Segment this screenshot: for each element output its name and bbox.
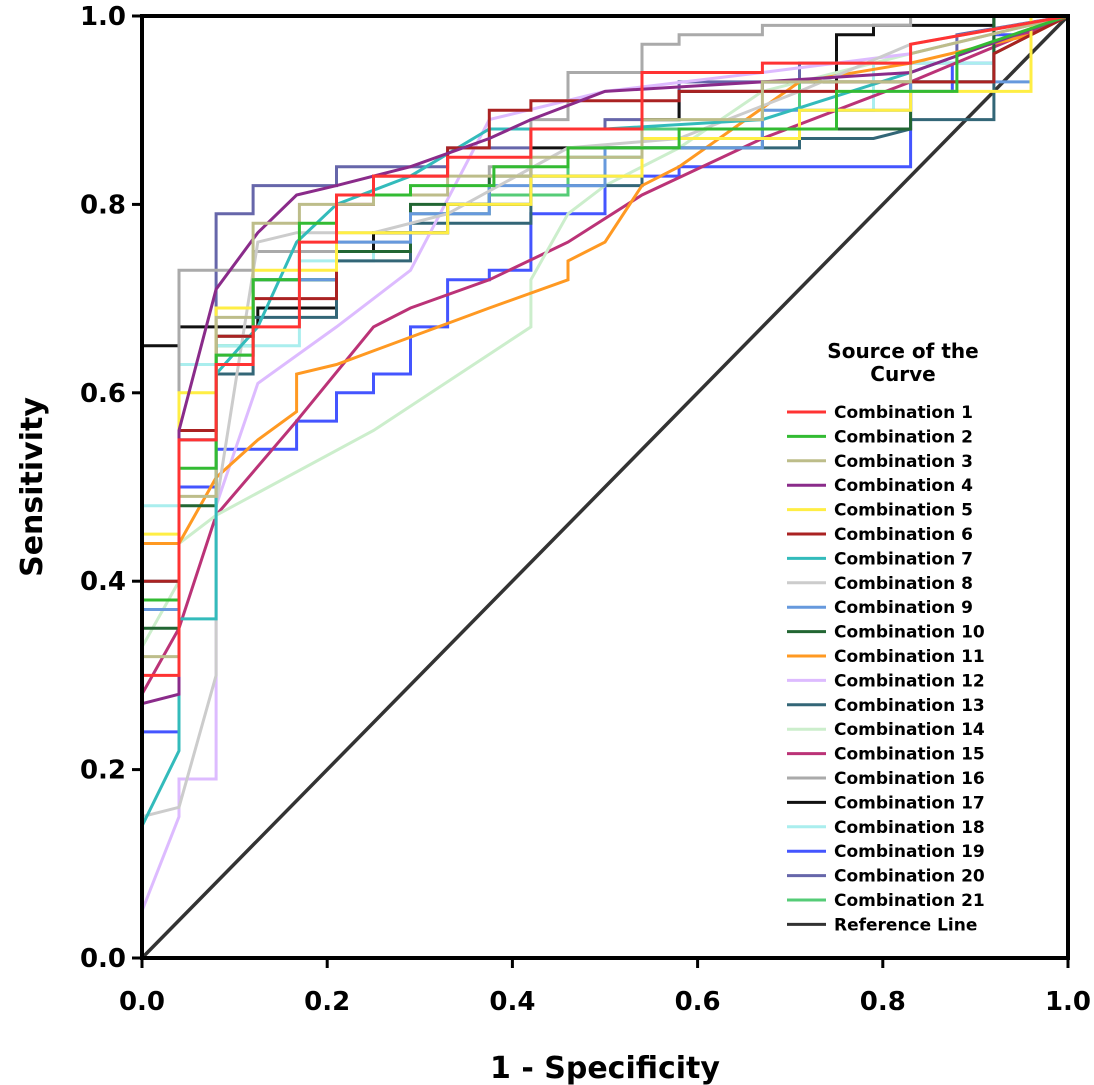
legend-label-combination-1: Combination 1 (834, 403, 973, 423)
y-tick-label-2: 0.4 (80, 567, 126, 597)
legend-label-combination-11: Combination 11 (834, 647, 985, 667)
legend-label-combination-16: Combination 16 (834, 769, 985, 789)
legend-label-combination-7: Combination 7 (834, 549, 973, 569)
plot-frame (140, 14, 1070, 960)
series-line-combination-12 (140, 14, 1069, 958)
legend: Source of the Curve Combination 1 Combina… (787, 339, 985, 935)
legend-label-reference-line: Reference Line (834, 915, 977, 935)
legend-label-combination-20: Combination 20 (834, 867, 985, 887)
legend-label-combination-14: Combination 14 (834, 720, 985, 740)
x-axis-title: 1 - Specificity (490, 1051, 720, 1085)
legend-label-combination-10: Combination 10 (834, 623, 985, 643)
series-line-combination-1 (140, 14, 1069, 958)
legend-label-combination-2: Combination 2 (834, 427, 973, 447)
legend-label-combination-8: Combination 8 (834, 574, 973, 594)
legend-label-combination-21: Combination 21 (834, 891, 985, 911)
legend-title-line2: Curve (870, 362, 935, 386)
x-tick-label-0: 0.0 (119, 987, 165, 1017)
legend-label-combination-4: Combination 4 (834, 476, 973, 496)
y-tick-label-1: 0.2 (80, 756, 126, 786)
x-tick-label-4: 0.8 (860, 987, 906, 1017)
legend-title-line1: Source of the (827, 339, 978, 363)
x-tick-label-5: 1.0 (1045, 987, 1091, 1017)
x-tick-label-3: 0.6 (675, 987, 721, 1017)
legend-label-combination-18: Combination 18 (834, 818, 985, 838)
y-axis-title: Sensitivity (15, 397, 50, 577)
x-tick-label-2: 0.4 (489, 987, 535, 1017)
series-line-combination-2 (140, 14, 1069, 958)
x-tick-label-1: 0.2 (304, 987, 350, 1017)
legend-label-combination-5: Combination 5 (834, 501, 973, 521)
legend-label-combination-6: Combination 6 (834, 525, 973, 545)
ticks-layer: 0.0 0.2 0.4 0.6 0.8 1.0 0.0 0.2 0.4 0.6 0.8 1.0 (80, 2, 1091, 1017)
legend-label-combination-3: Combination 3 (834, 452, 973, 472)
legend-label-combination-12: Combination 12 (834, 671, 985, 691)
series-line-combination-7 (140, 14, 1069, 958)
legend-label-combination-9: Combination 9 (834, 598, 973, 618)
series-line-reference-line (140, 14, 1070, 960)
y-tick-label-5: 1.0 (80, 2, 126, 32)
series-layer (140, 14, 1070, 960)
series-line-combination-5 (140, 14, 1068, 958)
legend-label-combination-15: Combination 15 (834, 745, 985, 765)
y-tick-label-4: 0.8 (80, 190, 126, 220)
y-tick-label-3: 0.6 (80, 379, 126, 409)
y-tick-label-0: 0.0 (80, 944, 126, 974)
series-line-combination-10 (140, 14, 1068, 958)
legend-label-combination-13: Combination 13 (834, 696, 985, 716)
legend-label-combination-19: Combination 19 (834, 842, 985, 862)
legend-label-combination-17: Combination 17 (834, 793, 985, 813)
